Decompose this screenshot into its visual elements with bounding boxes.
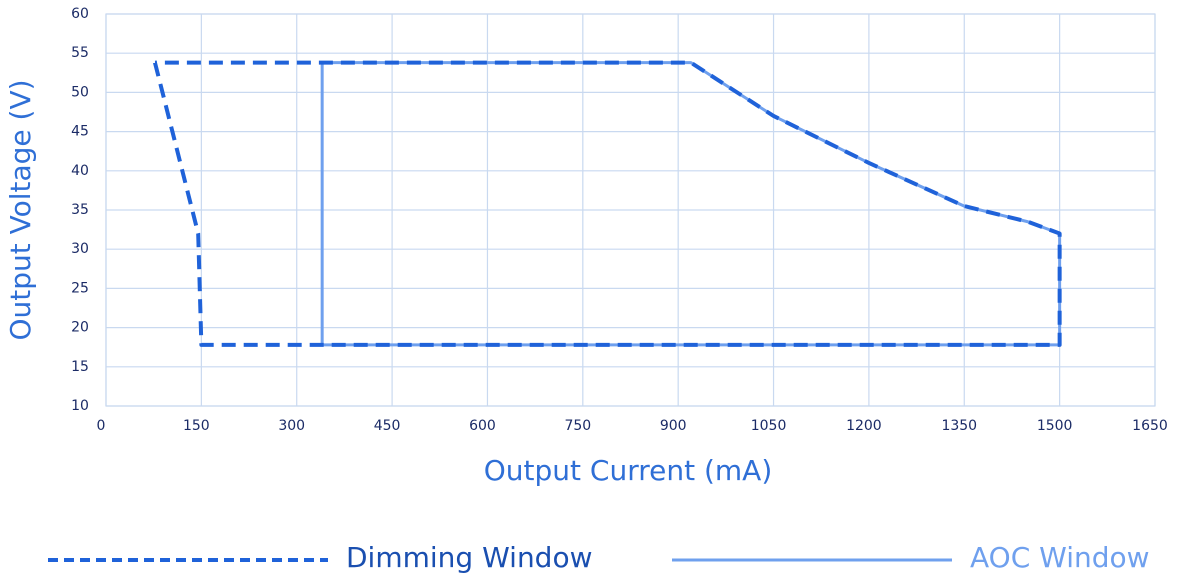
- x-tick-label: 750: [564, 418, 591, 434]
- x-tick-label: 450: [374, 418, 401, 434]
- x-tick-label: 0: [97, 418, 106, 434]
- y-tick-label: 50: [71, 84, 89, 100]
- x-tick-label: 900: [660, 418, 687, 434]
- y-tick-label: 35: [71, 202, 89, 218]
- y-tick-label: 60: [71, 6, 89, 22]
- y-tick-label: 55: [71, 45, 89, 61]
- legend-label: Dimming Window: [346, 541, 593, 574]
- y-tick-label: 10: [71, 398, 89, 414]
- legend-label: AOC Window: [970, 541, 1150, 574]
- series-line: [153, 60, 1062, 347]
- y-axis-title: Output Voltage (V): [4, 79, 37, 340]
- x-tick-label: 1200: [846, 418, 882, 434]
- y-tick-label: 25: [71, 280, 89, 296]
- x-tick-label: 1500: [1037, 418, 1073, 434]
- y-tick-label: 15: [71, 359, 89, 375]
- y-tick-label: 40: [71, 163, 89, 179]
- x-tick-label: 1650: [1132, 418, 1168, 434]
- x-tick-label: 150: [183, 418, 210, 434]
- series-line: [320, 61, 1062, 347]
- x-tick-label: 1050: [751, 418, 787, 434]
- x-axis-title: Output Current (mA): [484, 454, 773, 487]
- y-tick-label: 45: [71, 124, 89, 140]
- y-tick-label: 30: [71, 241, 89, 257]
- x-tick-label: 600: [469, 418, 496, 434]
- y-tick-label: 20: [71, 320, 89, 336]
- x-tick-label: 300: [278, 418, 305, 434]
- x-tick-label: 1350: [941, 418, 977, 434]
